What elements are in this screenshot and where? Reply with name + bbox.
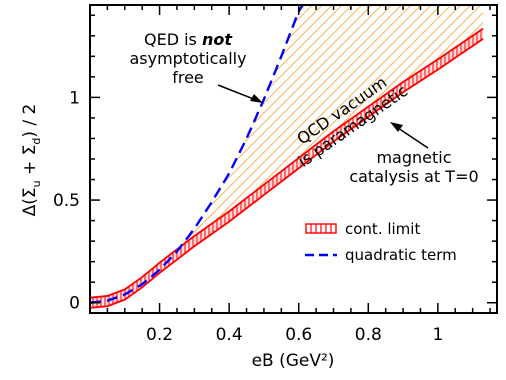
annotation-qed-emphasis: not [202, 30, 233, 49]
arrow-qed-head [250, 94, 263, 103]
annotation-arrows [217, 84, 429, 149]
svg-text:Δ(Σu + Σd) / 2: Δ(Σu + Σd) / 2 [20, 104, 43, 217]
x-tick-label: 0.6 [285, 325, 312, 345]
y-tick-label: 0 [69, 294, 80, 314]
legend-label-cont-limit: cont. limit [345, 220, 420, 238]
annotation-qed-line3: free [172, 68, 204, 87]
arrow-catalysis [397, 127, 429, 149]
line-quadratic-term [90, 5, 305, 304]
legend-item-quadratic: quadratic term [305, 246, 457, 264]
svg-text:QED is not: QED is not [144, 30, 233, 49]
band-cont-limit-lower [90, 38, 484, 309]
arrow-qed [217, 84, 257, 101]
annotation-catalysis-line2: catalysis at T=0 [349, 167, 478, 186]
shaded-region-paramagnetic [159, 5, 484, 270]
band-cont-limit-upper [90, 27, 484, 299]
x-tick-label: 0.2 [146, 325, 173, 345]
annotation-catalysis-line1: magnetic [376, 148, 451, 167]
y-axis-title: Δ(Σu + Σd) / 2 [20, 104, 43, 217]
y-tick-label: 0.5 [53, 191, 80, 211]
annotation-qed-line1: QED is [144, 30, 202, 49]
annotation-catalysis: magnetic catalysis at T=0 [349, 148, 478, 186]
x-tick-label: 0.4 [216, 325, 243, 345]
annotation-qed-line2: asymptotically [129, 49, 246, 68]
legend-label-quadratic: quadratic term [345, 246, 457, 264]
legend-item-cont-limit: cont. limit [305, 220, 420, 238]
x-axis-title: eB (GeV²) [252, 351, 335, 371]
y-tick-label: 1 [69, 88, 80, 108]
arrow-catalysis-head [390, 122, 403, 132]
x-tick-label: 1 [432, 325, 443, 345]
x-tick-label: 0.8 [355, 325, 382, 345]
legend: cont. limit quadratic term [305, 220, 457, 264]
annotation-qed: QED is not asymptotically free [129, 30, 246, 87]
